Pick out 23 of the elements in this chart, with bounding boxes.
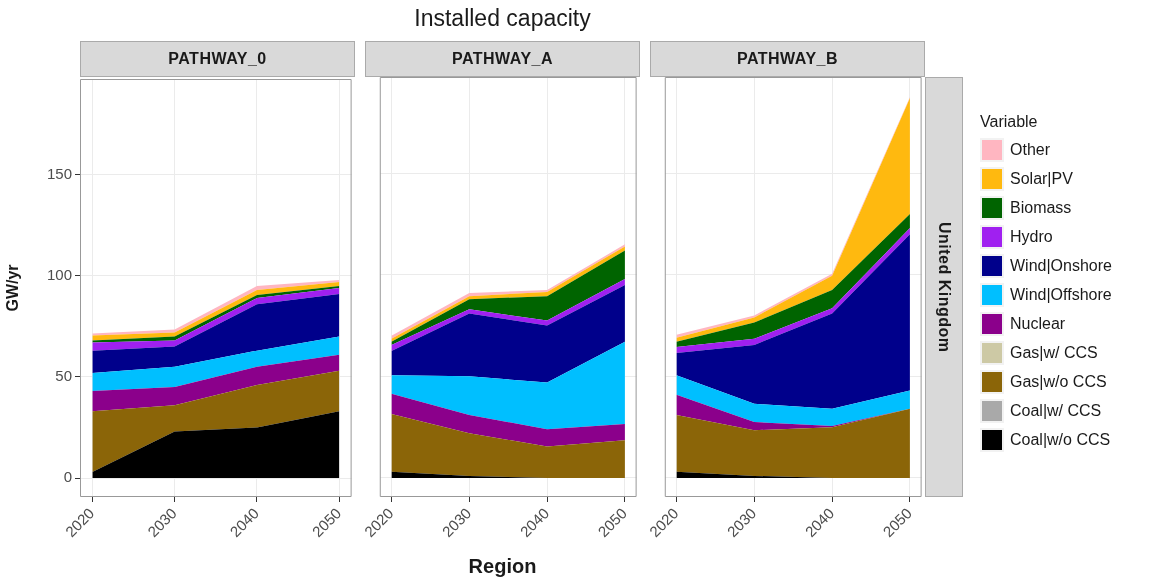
legend-label: Wind|Offshore	[1010, 285, 1112, 304]
legend-label: Coal|w/o CCS	[1010, 430, 1111, 449]
legend-label: Gas|w/o CCS	[1010, 372, 1107, 391]
chart-subtitle: PATHWAY_0	[80, 41, 355, 77]
legend-label: Other	[1010, 140, 1051, 159]
y-axis-title: GW/yr	[4, 264, 22, 312]
legend-label: Coal|w/ CCS	[1010, 401, 1102, 420]
y-tick-label: 50	[55, 367, 72, 385]
y-tick-label: 150	[46, 164, 72, 182]
chart-subtitle: PATHWAY_B	[650, 41, 925, 77]
y-tick-label: 0	[63, 468, 72, 486]
legend-label: Wind|Onshore	[1010, 256, 1112, 275]
chart-subtitle: PATHWAY_A	[365, 41, 640, 77]
chart-title: Installed capacity	[413, 5, 592, 32]
legend-label: Gas|w/ CCS	[1010, 343, 1098, 362]
legend-label: Biomass	[1010, 198, 1072, 217]
y-tick-label: 100	[46, 266, 72, 284]
legend-label: Nuclear	[1010, 314, 1066, 333]
text: United Kingdom	[925, 77, 963, 497]
legend-label: Solar|PV	[1010, 169, 1073, 188]
legend-label: Hydro	[1010, 227, 1053, 246]
x-axis-title: Region	[467, 555, 538, 578]
legend-title: Variable	[980, 113, 1039, 131]
